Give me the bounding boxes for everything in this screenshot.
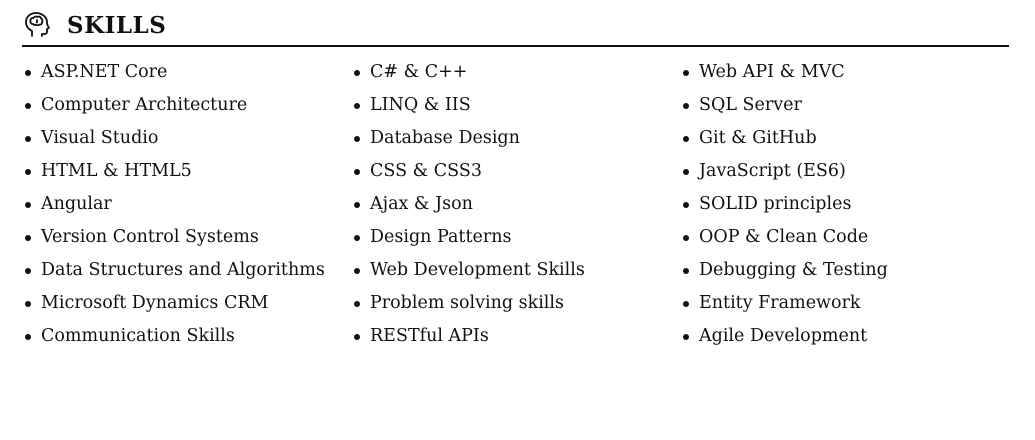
skill-item: HTML & HTML5 (22, 155, 351, 188)
skill-label: JavaScript (ES6) (699, 161, 846, 181)
bullet-icon (25, 300, 31, 307)
skill-label: Angular (41, 194, 112, 214)
bullet-icon (683, 69, 689, 76)
skill-item: Problem solving skills (351, 287, 680, 320)
skill-item: Angular (22, 188, 351, 221)
skills-section: SKILLS ASP.NET Core Computer Architecture… (22, 8, 1009, 353)
skill-label: Design Patterns (370, 227, 512, 247)
skill-label: ASP.NET Core (41, 62, 168, 82)
bullet-icon (683, 234, 689, 241)
skill-label: Entity Framework (699, 293, 861, 313)
skills-column-2: C# & C++ LINQ & IIS Database Design CSS & C… (351, 56, 680, 353)
bullet-icon (354, 234, 360, 241)
skill-item: Computer Architecture (22, 89, 351, 122)
bullet-icon (683, 168, 689, 175)
bullet-icon (25, 168, 31, 175)
skill-item: SQL Server (680, 89, 1009, 122)
skill-label: Web API & MVC (699, 62, 845, 82)
bullet-icon (683, 267, 689, 274)
bullet-icon (354, 201, 360, 208)
skill-label: Agile Development (699, 326, 868, 346)
skill-label: Data Structures and Algorithms (41, 260, 325, 280)
skill-item: Microsoft Dynamics CRM (22, 287, 351, 320)
bullet-icon (25, 234, 31, 241)
skill-label: Version Control Systems (41, 227, 259, 247)
skill-item: Communication Skills (22, 320, 351, 353)
bullet-icon (683, 333, 689, 340)
skill-label: Microsoft Dynamics CRM (41, 293, 269, 313)
skill-item: Git & GitHub (680, 122, 1009, 155)
skill-item: Web API & MVC (680, 56, 1009, 89)
bullet-icon (25, 102, 31, 109)
skill-label: OOP & Clean Code (699, 227, 869, 247)
skills-column-3: Web API & MVC SQL Server Git & GitHub JavaS… (680, 56, 1009, 353)
skill-item: Entity Framework (680, 287, 1009, 320)
skill-label: Problem solving skills (370, 293, 564, 313)
skill-item: JavaScript (ES6) (680, 155, 1009, 188)
skill-item: Ajax & Json (351, 188, 680, 221)
head-brain-icon (23, 11, 51, 39)
bullet-icon (683, 300, 689, 307)
skill-item: SOLID principles (680, 188, 1009, 221)
bullet-icon (25, 135, 31, 142)
skill-label: Communication Skills (41, 326, 235, 346)
skill-label: Database Design (370, 128, 520, 148)
bullet-icon (354, 168, 360, 175)
skill-item: Version Control Systems (22, 221, 351, 254)
skill-item: Design Patterns (351, 221, 680, 254)
skill-label: Visual Studio (41, 128, 159, 148)
skill-label: CSS & CSS3 (370, 161, 482, 181)
skill-label: Ajax & Json (370, 194, 473, 214)
skill-label: Debugging & Testing (699, 260, 888, 280)
skill-item: RESTful APIs (351, 320, 680, 353)
skill-item: Database Design (351, 122, 680, 155)
skill-item: CSS & CSS3 (351, 155, 680, 188)
bullet-icon (354, 267, 360, 274)
section-title: SKILLS (67, 11, 167, 39)
bullet-icon (683, 135, 689, 142)
bullet-icon (25, 267, 31, 274)
skill-item: Visual Studio (22, 122, 351, 155)
bullet-icon (25, 333, 31, 340)
bullet-icon (683, 201, 689, 208)
skill-label: RESTful APIs (370, 326, 489, 346)
skill-label: HTML & HTML5 (41, 161, 192, 181)
skill-label: SQL Server (699, 95, 802, 115)
skill-item: Web Development Skills (351, 254, 680, 287)
skill-label: SOLID principles (699, 194, 852, 214)
skill-label: LINQ & IIS (370, 95, 471, 115)
bullet-icon (683, 102, 689, 109)
bullet-icon (25, 69, 31, 76)
skill-item: LINQ & IIS (351, 89, 680, 122)
skill-item: Debugging & Testing (680, 254, 1009, 287)
skill-item: Data Structures and Algorithms (22, 254, 351, 287)
bullet-icon (354, 300, 360, 307)
skill-label: Git & GitHub (699, 128, 817, 148)
skill-label: Computer Architecture (41, 95, 248, 115)
section-header: SKILLS (22, 8, 1009, 47)
skills-column-1: ASP.NET Core Computer Architecture Visual … (22, 56, 351, 353)
skill-label: Web Development Skills (370, 260, 585, 280)
skills-columns: ASP.NET Core Computer Architecture Visual … (22, 56, 1009, 353)
skill-label: C# & C++ (370, 62, 468, 82)
bullet-icon (25, 201, 31, 208)
bullet-icon (354, 333, 360, 340)
skill-item: OOP & Clean Code (680, 221, 1009, 254)
bullet-icon (354, 135, 360, 142)
skill-item: C# & C++ (351, 56, 680, 89)
skill-item: ASP.NET Core (22, 56, 351, 89)
skill-item: Agile Development (680, 320, 1009, 353)
bullet-icon (354, 102, 360, 109)
bullet-icon (354, 69, 360, 76)
